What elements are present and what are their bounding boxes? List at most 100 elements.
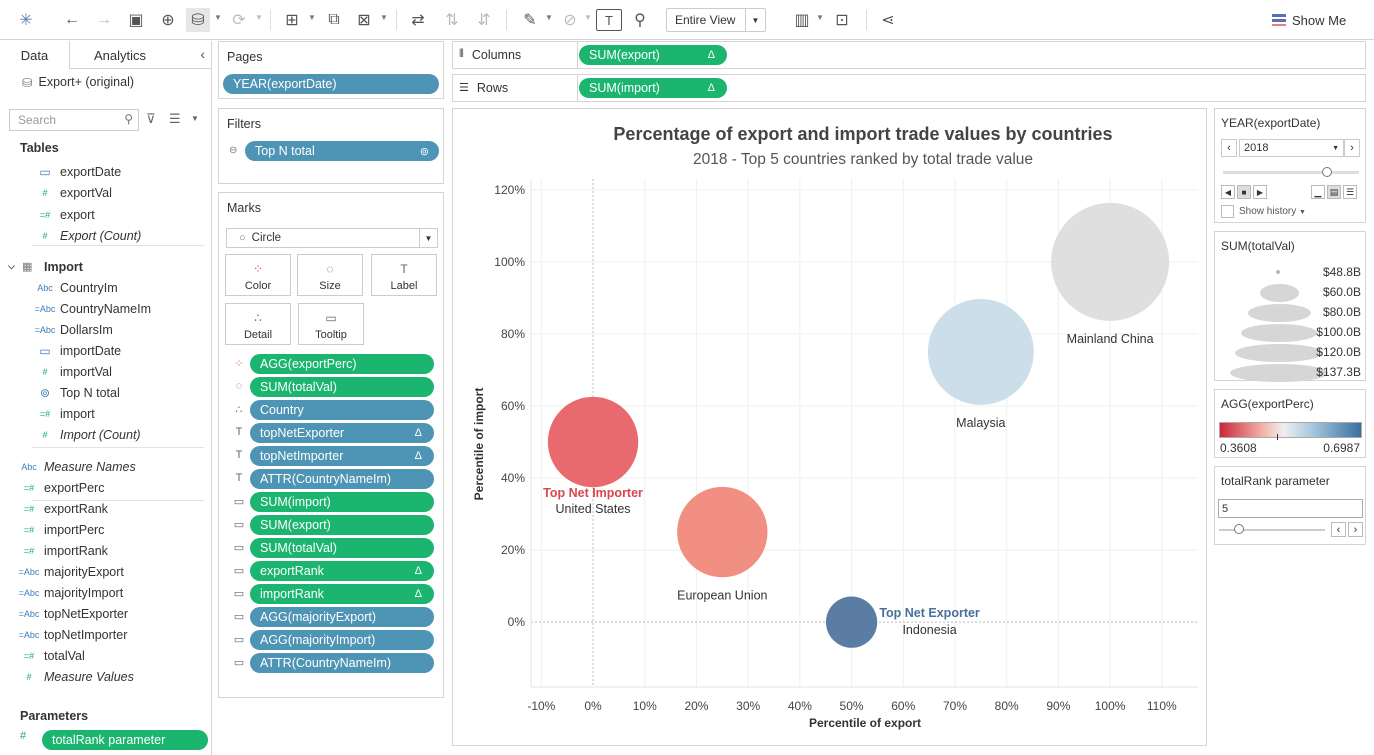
tooltip-button[interactable]: ▭ Tooltip: [298, 303, 364, 345]
clear-sheet-icon[interactable]: ⊠: [357, 12, 371, 29]
filter-icon[interactable]: ⊽: [146, 111, 156, 126]
pages-pill[interactable]: YEAR(exportDate): [223, 74, 439, 94]
play-back-icon[interactable]: ◀: [1221, 185, 1235, 199]
parameter-increment-icon[interactable]: ›: [1348, 522, 1363, 537]
sort-ascending-icon[interactable]: ⇅: [445, 12, 459, 29]
parameter-slider-handle[interactable]: [1234, 524, 1244, 534]
chevron-down-icon[interactable]: ▼: [214, 13, 222, 22]
field-item[interactable]: ⊚ Top N total: [34, 382, 120, 403]
new-worksheet-icon[interactable]: ⊞: [285, 12, 299, 29]
show-me-button[interactable]: Show Me: [1272, 8, 1346, 32]
field-item[interactable]: =# exportPerc: [18, 477, 105, 498]
field-item[interactable]: =# exportRank: [18, 498, 108, 519]
marks-pill[interactable]: AGG(exportPerc): [250, 354, 434, 374]
rows-pill[interactable]: SUM(import) Δ: [579, 78, 727, 98]
marks-pill[interactable]: exportRank Δ: [250, 561, 434, 581]
field-item[interactable]: =Abc majorityImport: [18, 582, 124, 603]
year-select[interactable]: 2018 ▼: [1239, 139, 1344, 157]
field-item[interactable]: =# importPerc: [18, 519, 105, 540]
show-cards-icon[interactable]: ▥: [794, 12, 810, 29]
color-button[interactable]: ⁘ Color: [225, 254, 291, 296]
speed-medium-icon[interactable]: ▤: [1327, 185, 1341, 199]
tableau-logo-icon[interactable]: ✳: [19, 12, 33, 29]
refresh-icon[interactable]: ⟳: [232, 12, 246, 29]
year-slider-handle[interactable]: [1322, 167, 1332, 177]
redo-icon[interactable]: →: [96, 11, 112, 28]
stop-icon[interactable]: ■: [1237, 185, 1251, 199]
marks-pill[interactable]: topNetImporter Δ: [250, 446, 434, 466]
chevron-down-icon[interactable]: ▼: [816, 13, 824, 22]
highlight-icon[interactable]: ✎: [523, 12, 537, 29]
marks-pill[interactable]: AGG(majorityImport): [250, 630, 434, 650]
show-labels-icon[interactable]: T: [596, 9, 622, 31]
play-forward-icon[interactable]: ▶: [1253, 185, 1267, 199]
fit-dropdown[interactable]: Entire View ▼: [666, 8, 766, 32]
field-item[interactable]: # Import (Count): [34, 424, 140, 445]
collapse-pane-icon[interactable]: ‹: [200, 46, 205, 62]
chevron-down-icon[interactable]: ▼: [380, 13, 388, 22]
pin-icon[interactable]: ⚲: [634, 12, 646, 29]
group-icon[interactable]: ⊘: [563, 12, 577, 29]
year-slider-track[interactable]: [1223, 171, 1359, 174]
parameter-pill[interactable]: totalRank parameter: [42, 730, 208, 750]
duplicate-icon[interactable]: ⧉: [328, 11, 340, 28]
undo-icon[interactable]: ←: [64, 11, 80, 28]
search-input[interactable]: Search ⚲: [9, 109, 139, 131]
marks-pill[interactable]: AGG(majorityExport): [250, 607, 434, 627]
pause-updates-icon[interactable]: ⛁: [186, 8, 210, 32]
chevron-down-icon[interactable]: ▼: [308, 13, 316, 22]
sort-descending-icon[interactable]: ⇵: [477, 12, 491, 29]
chevron-down-icon[interactable]: ▼: [545, 13, 553, 22]
field-item[interactable]: =# totalVal: [18, 645, 85, 666]
speed-fast-icon[interactable]: ☰: [1343, 185, 1357, 199]
field-item[interactable]: =Abc majorityExport: [18, 561, 124, 582]
tab-data[interactable]: Data: [0, 41, 70, 69]
label-button[interactable]: T Label: [371, 254, 437, 296]
size-button[interactable]: ◌ Size: [297, 254, 363, 296]
columns-pill[interactable]: SUM(export) Δ: [579, 45, 727, 65]
marks-pill[interactable]: SUM(import): [250, 492, 434, 512]
field-item[interactable]: =Abc DollarsIm: [34, 319, 113, 340]
field-item[interactable]: =# import: [34, 403, 95, 424]
marks-pill[interactable]: SUM(export): [250, 515, 434, 535]
field-item[interactable]: Abc Measure Names: [18, 456, 135, 477]
show-history-checkbox[interactable]: [1221, 205, 1234, 218]
presentation-mode-icon[interactable]: ⊡: [835, 12, 849, 29]
field-item[interactable]: =Abc topNetImporter: [18, 624, 128, 645]
field-item[interactable]: =Abc topNetExporter: [18, 603, 128, 624]
field-item[interactable]: # importVal: [34, 361, 111, 382]
speed-slow-icon[interactable]: ▁: [1311, 185, 1325, 199]
marks-pill[interactable]: ATTR(CountryNameIm): [250, 469, 434, 489]
data-source[interactable]: ⛁ Export+ (original): [0, 69, 211, 95]
marks-pill[interactable]: Country: [250, 400, 434, 420]
field-item[interactable]: # exportVal: [34, 183, 111, 204]
chevron-down-icon[interactable]: ▼: [584, 13, 592, 22]
field-item[interactable]: # Export (Count): [34, 226, 141, 247]
tab-analytics[interactable]: Analytics: [93, 47, 147, 63]
share-icon[interactable]: ⋖: [881, 12, 895, 29]
new-data-source-icon[interactable]: ⊕: [161, 12, 175, 29]
next-year-icon[interactable]: ›: [1344, 139, 1360, 157]
field-item[interactable]: Abc CountryIm: [34, 277, 117, 298]
field-item[interactable]: # Measure Values: [18, 666, 133, 687]
field-item[interactable]: ▭ exportDate: [34, 161, 121, 182]
filter-pill[interactable]: Top N total ⊚: [245, 141, 439, 161]
marks-pill[interactable]: ATTR(CountryNameIm): [250, 653, 434, 673]
show-history-label[interactable]: Show history ▼: [1239, 206, 1306, 217]
parameter-slider-track[interactable]: [1219, 529, 1325, 531]
mark-type-dropdown[interactable]: ○ Circle ▼: [226, 228, 438, 248]
parameter-value-input[interactable]: 5: [1218, 499, 1363, 518]
view-list-icon[interactable]: ☰: [169, 111, 181, 126]
marks-pill[interactable]: SUM(totalVal): [250, 377, 434, 397]
import-table-header[interactable]: ⌵ ▦ Import: [8, 256, 83, 277]
marks-pill[interactable]: topNetExporter Δ: [250, 423, 434, 443]
marks-pill[interactable]: importRank Δ: [250, 584, 434, 604]
marks-pill[interactable]: SUM(totalVal): [250, 538, 434, 558]
chevron-down-icon[interactable]: ▼: [191, 114, 199, 123]
parameter-decrement-icon[interactable]: ‹: [1331, 522, 1346, 537]
detail-button[interactable]: ∴ Detail: [225, 303, 291, 345]
field-item[interactable]: =# export: [34, 204, 95, 225]
field-item[interactable]: =# importRank: [18, 540, 108, 561]
prev-year-icon[interactable]: ‹: [1221, 139, 1237, 157]
save-icon[interactable]: ▣: [128, 12, 144, 29]
